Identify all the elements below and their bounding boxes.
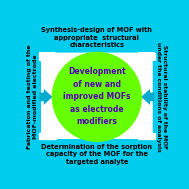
Text: Synthesis-design of MOF with
appropriate  structural
characteristics: Synthesis-design of MOF with appropriate… bbox=[41, 27, 152, 48]
Text: Structural stability of the MOF
under the conditions of analysis: Structural stability of the MOF under th… bbox=[156, 42, 167, 152]
Polygon shape bbox=[138, 53, 155, 68]
FancyArrow shape bbox=[89, 130, 105, 140]
Polygon shape bbox=[39, 123, 56, 139]
Text: Determination of the sorption
capacity of the MOF for the
targeted analyte: Determination of the sorption capacity o… bbox=[41, 144, 152, 165]
FancyBboxPatch shape bbox=[39, 52, 155, 139]
FancyArrow shape bbox=[89, 52, 105, 62]
FancyBboxPatch shape bbox=[55, 141, 139, 168]
FancyBboxPatch shape bbox=[24, 61, 41, 133]
Text: Development
of new and
improved MOFs
as electrode
modifiers: Development of new and improved MOFs as … bbox=[63, 67, 131, 126]
FancyArrow shape bbox=[141, 89, 154, 105]
FancyBboxPatch shape bbox=[55, 23, 139, 53]
FancyArrow shape bbox=[39, 89, 53, 105]
Polygon shape bbox=[138, 123, 155, 139]
Circle shape bbox=[53, 53, 141, 141]
FancyBboxPatch shape bbox=[153, 61, 170, 133]
Text: Fabrication and testing of the
MOF-modified electrode: Fabrication and testing of the MOF-modif… bbox=[27, 45, 38, 149]
Polygon shape bbox=[39, 53, 56, 68]
